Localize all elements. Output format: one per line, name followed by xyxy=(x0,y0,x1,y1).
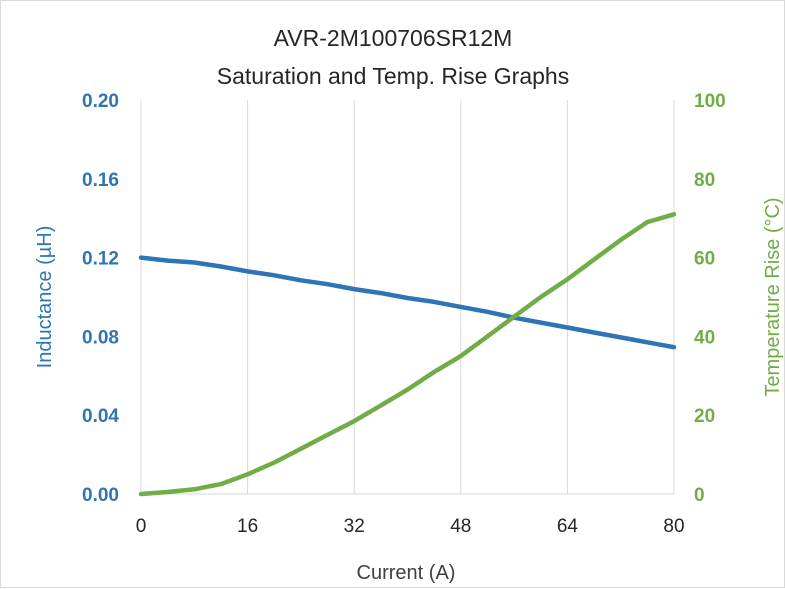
y-tick-label: 0.08 xyxy=(82,327,119,348)
y2-tick-label: 0 xyxy=(694,485,705,506)
y-tick-label: 0.00 xyxy=(82,485,119,506)
x-tick-label: 16 xyxy=(237,516,258,537)
y2-tick-label: 20 xyxy=(694,406,715,427)
y-tick-label: 0.04 xyxy=(82,406,119,427)
temperature-rise-series-line xyxy=(138,212,677,497)
x-tick-label: 0 xyxy=(136,516,147,537)
tick-labels: 0 16 32 48 64 80 0.00 0.04 0.08 0.12 0.16 0.20 0 20 40… xyxy=(82,91,726,537)
chart-subtitle: Saturation and Temp. Rise Graphs xyxy=(217,63,569,89)
y2-tick-label: 100 xyxy=(694,91,726,112)
inductance-series-line xyxy=(138,255,677,350)
chart-title: AVR-2M100706SR12M xyxy=(274,25,513,51)
x-tick-label: 48 xyxy=(450,516,471,537)
y2-axis-title: Temperature Rise (°C) xyxy=(762,197,784,396)
y-tick-label: 0.12 xyxy=(82,249,119,270)
gridlines xyxy=(140,100,675,495)
series-lines xyxy=(138,212,677,497)
y-tick-label: 0.16 xyxy=(82,170,119,191)
x-tick-label: 64 xyxy=(557,516,579,537)
x-tick-label: 32 xyxy=(344,516,365,537)
y-tick-label: 0.20 xyxy=(82,91,119,112)
x-axis-title: Current (A) xyxy=(357,562,456,584)
y2-tick-label: 40 xyxy=(694,327,715,348)
y-axis-title: Inductance (µH) xyxy=(34,226,56,369)
x-tick-label: 80 xyxy=(663,516,684,537)
y2-tick-label: 80 xyxy=(694,170,715,191)
y2-tick-label: 60 xyxy=(694,249,715,270)
